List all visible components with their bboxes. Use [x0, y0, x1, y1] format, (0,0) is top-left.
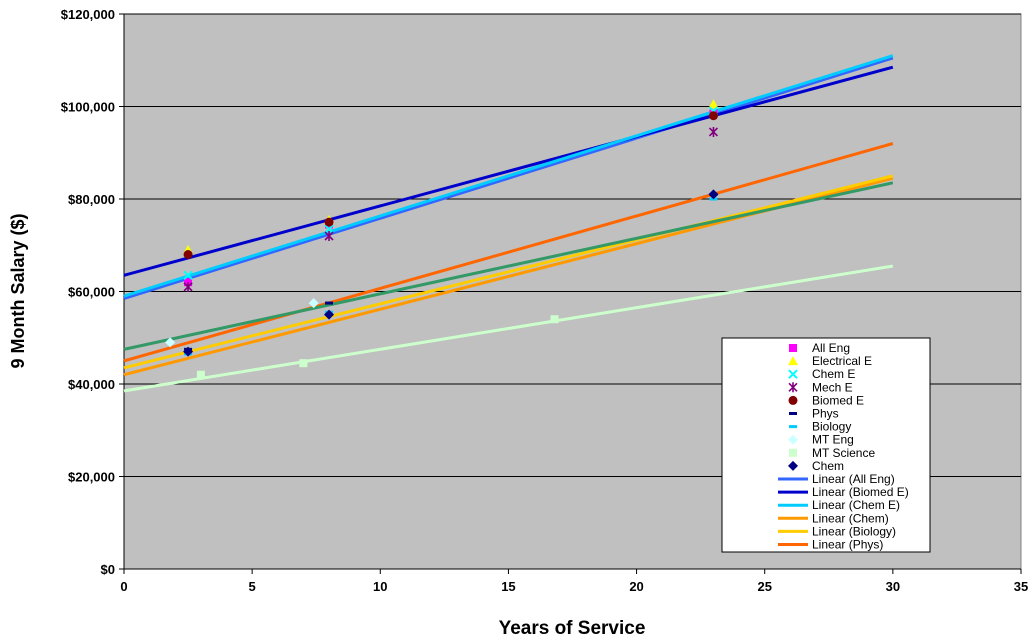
y-tick-label: $120,000: [61, 7, 115, 22]
legend-label: Linear (Biomed E): [812, 485, 909, 499]
legend-marker: [788, 356, 798, 366]
legend-marker: [788, 369, 798, 379]
y-tick-label: $80,000: [68, 192, 115, 207]
y-tick-label: $40,000: [68, 377, 115, 392]
data-point: [708, 111, 718, 121]
y-tick-label: $60,000: [68, 285, 115, 300]
x-tick-label: 25: [757, 579, 771, 594]
data-point: [299, 359, 308, 368]
legend-label: Linear (Chem E): [812, 498, 900, 512]
legend-label: Chem: [812, 459, 844, 473]
data-point: [183, 270, 193, 281]
trendline: [123, 56, 894, 300]
data-point: [325, 301, 334, 305]
x-tick-label: 35: [1014, 579, 1028, 594]
legend-label: Chem E: [812, 367, 855, 381]
legend-marker: [788, 434, 798, 445]
legend-label: MT Science: [812, 446, 875, 460]
legend-label: Phys: [812, 407, 839, 421]
data-point: [308, 298, 319, 309]
data-point: [708, 99, 719, 109]
x-ticks: 0 5 10 15 20 25 30 35: [120, 569, 1028, 594]
y-tick-label: $20,000: [68, 470, 115, 485]
legend-marker: [789, 425, 797, 429]
trendline: [123, 264, 894, 393]
data-point: [324, 224, 334, 234]
trendline: [123, 65, 894, 277]
y-tick-label: $100,000: [61, 100, 115, 115]
x-tick-label: 20: [629, 579, 643, 594]
data-point: [708, 189, 719, 200]
data-point: [550, 315, 559, 324]
legend-label: Linear (Chem): [812, 511, 889, 525]
legend-marker: [789, 412, 797, 415]
data-point: [324, 309, 335, 320]
y-ticks: $0 $20,000 $40,000 $60,000 $80,000 $100,000 $1…: [61, 7, 124, 577]
data-point: [196, 370, 205, 379]
data-points: [165, 99, 719, 379]
y-tick-label: $0: [101, 562, 115, 577]
data-point: [324, 231, 334, 241]
data-point: [165, 337, 176, 348]
legend-marker: [788, 382, 798, 393]
trendline: [123, 181, 894, 351]
trendline: [123, 142, 894, 363]
data-point: [183, 346, 194, 357]
y-axis-label: 9 Month Salary ($): [8, 213, 28, 368]
legend-label: Biology: [812, 420, 851, 434]
legend-marker: [788, 460, 798, 471]
trendline: [123, 54, 894, 298]
data-point: [183, 250, 193, 259]
legend-label: Biomed E: [812, 393, 864, 407]
legend-label: Linear (Biology): [812, 524, 896, 538]
x-tick-label: 10: [373, 579, 387, 594]
legend-label: Linear (All Eng): [812, 472, 895, 486]
legend-label: All Eng: [812, 341, 850, 355]
data-point: [708, 126, 719, 137]
legend-box: [721, 337, 931, 553]
data-point: [183, 281, 193, 292]
trendline: [123, 174, 894, 370]
x-axis-label: Years of Service: [499, 618, 646, 639]
trendlines: [123, 54, 894, 393]
data-point: [324, 217, 334, 227]
legend-label: MT Eng: [812, 433, 854, 447]
legend-label: Mech E: [812, 380, 853, 394]
legend-marker: [789, 344, 797, 352]
x-tick-label: 0: [120, 579, 127, 594]
x-tick-label: 30: [886, 579, 900, 594]
legend-label: Linear (Phys): [812, 538, 883, 552]
x-tick-label: 15: [501, 579, 515, 594]
legend-marker: [789, 448, 797, 457]
legend-marker: [788, 395, 798, 405]
x-tick-label: 5: [249, 579, 256, 594]
legend-label: Electrical E: [812, 354, 872, 368]
